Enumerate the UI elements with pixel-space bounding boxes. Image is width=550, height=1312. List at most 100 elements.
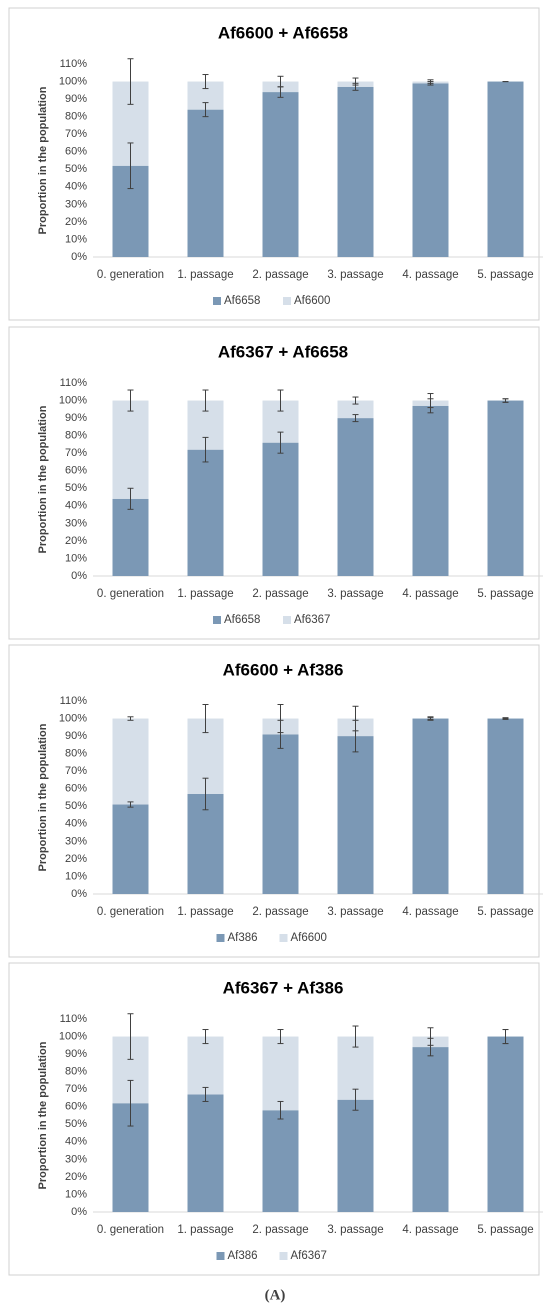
error-bar — [127, 487, 134, 510]
y-tick-label: 10% — [65, 552, 87, 564]
y-tick-label: 70% — [65, 128, 87, 140]
y-axis-label: Proportion in the population — [37, 723, 49, 871]
legend-swatch — [216, 1252, 225, 1260]
y-tick-label: 100% — [59, 712, 87, 724]
y-tick-label: 110% — [60, 377, 88, 389]
y-tick-label: 110% — [60, 1013, 88, 1025]
y-tick-label: 60% — [65, 465, 87, 477]
error-bar — [127, 58, 134, 105]
y-tick-label: 30% — [65, 835, 87, 847]
y-tick-label: 90% — [65, 730, 87, 742]
bar-segment — [262, 734, 299, 894]
chart-title: Af6600 + Af6658 — [218, 23, 348, 42]
x-tick-label: 5. passage — [477, 269, 533, 281]
legend-label: Af6367 — [294, 614, 330, 626]
y-tick-label: 50% — [65, 482, 87, 494]
bar-segment — [487, 718, 524, 894]
y-tick-label: 90% — [65, 93, 87, 105]
error-bar — [277, 704, 284, 734]
bar-segment — [487, 400, 524, 576]
x-tick-label: 4. passage — [402, 906, 458, 918]
error-bar — [127, 1079, 134, 1127]
error-bar — [427, 79, 434, 84]
y-tick-label: 80% — [65, 430, 87, 442]
bar-segment — [187, 793, 224, 894]
error-bar — [352, 396, 359, 405]
error-bar — [202, 389, 209, 412]
error-bar — [352, 1088, 359, 1111]
bar-segment — [337, 736, 374, 894]
x-tick-label: 0. generation — [97, 269, 164, 281]
y-tick-label: 80% — [65, 748, 87, 760]
chart-title: Af6367 + Af386 — [223, 978, 344, 997]
error-bar — [127, 389, 134, 412]
x-tick-label: 5. passage — [477, 1224, 533, 1236]
legend-label: Af6658 — [224, 295, 260, 307]
legend-label: Af386 — [228, 1250, 258, 1262]
bar-segment — [187, 1036, 224, 1095]
error-bar — [202, 777, 209, 811]
error-bar — [127, 716, 134, 721]
y-tick-label: 100% — [59, 1030, 87, 1042]
bar-segment — [187, 1094, 224, 1212]
error-bar — [352, 705, 359, 732]
chart-panel: Af6600 + Af386 Proportion in the populati… — [8, 644, 543, 958]
x-tick-label: 4. passage — [402, 1224, 458, 1236]
x-tick-label: 1. passage — [177, 588, 233, 600]
y-tick-label: 90% — [65, 412, 87, 424]
error-bar — [202, 102, 209, 118]
caption: (A) — [265, 1287, 286, 1303]
x-tick-label: 2. passage — [252, 906, 308, 918]
x-tick-label: 3. passage — [327, 906, 383, 918]
x-tick-label: 2. passage — [252, 269, 308, 281]
y-tick-label: 70% — [65, 765, 87, 777]
legend-swatch — [279, 934, 288, 942]
x-tick-label: 1. passage — [177, 269, 233, 281]
y-tick-label: 0% — [71, 888, 87, 900]
error-bar — [202, 74, 209, 90]
legend-label: Af6367 — [291, 1250, 327, 1262]
bar-segment — [112, 718, 149, 805]
bar-segment — [412, 718, 449, 894]
y-tick-label: 0% — [71, 1206, 87, 1218]
x-tick-label: 3. passage — [327, 1224, 383, 1236]
bar-segment — [412, 405, 449, 576]
y-tick-label: 30% — [65, 198, 87, 210]
panel-border — [8, 962, 540, 1276]
y-tick-label: 70% — [65, 1083, 87, 1095]
error-bar — [127, 801, 134, 808]
y-tick-label: 80% — [65, 111, 87, 123]
chart-title: Af6367 + Af6658 — [218, 342, 348, 361]
error-bar — [352, 1025, 359, 1048]
bar-segment — [337, 1099, 374, 1212]
y-tick-label: 90% — [65, 1048, 87, 1060]
y-tick-label: 30% — [65, 1153, 87, 1165]
chart-panel: Af6600 + Af6658 Proportion in the populat… — [8, 7, 543, 321]
y-tick-label: 60% — [65, 1101, 87, 1113]
x-tick-label: 0. generation — [97, 906, 164, 918]
bar-segment — [412, 83, 449, 257]
error-bar — [427, 393, 434, 409]
panel-border — [8, 7, 540, 321]
y-tick-label: 80% — [65, 1066, 87, 1078]
y-axis-label: Proportion in the population — [37, 1041, 49, 1189]
y-tick-label: 10% — [65, 233, 87, 245]
x-tick-label: 2. passage — [252, 588, 308, 600]
x-tick-label: 1. passage — [177, 1224, 233, 1236]
y-axis-label: Proportion in the population — [37, 405, 49, 553]
x-tick-label: 5. passage — [477, 588, 533, 600]
bar-segment — [487, 1036, 524, 1212]
chart-panel: Af6367 + Af386 Proportion in the populati… — [8, 962, 543, 1276]
x-tick-label: 0. generation — [97, 588, 164, 600]
legend-swatch — [216, 934, 225, 942]
y-axis-label: Proportion in the population — [37, 86, 49, 234]
x-tick-label: 3. passage — [327, 588, 383, 600]
legend-label: Af386 — [228, 932, 258, 944]
bar-segment — [187, 109, 224, 257]
panel-border — [8, 644, 540, 958]
error-bar — [127, 1013, 134, 1060]
legend-label: Af6600 — [291, 932, 327, 944]
bar-segment — [337, 86, 374, 258]
x-tick-label: 5. passage — [477, 906, 533, 918]
